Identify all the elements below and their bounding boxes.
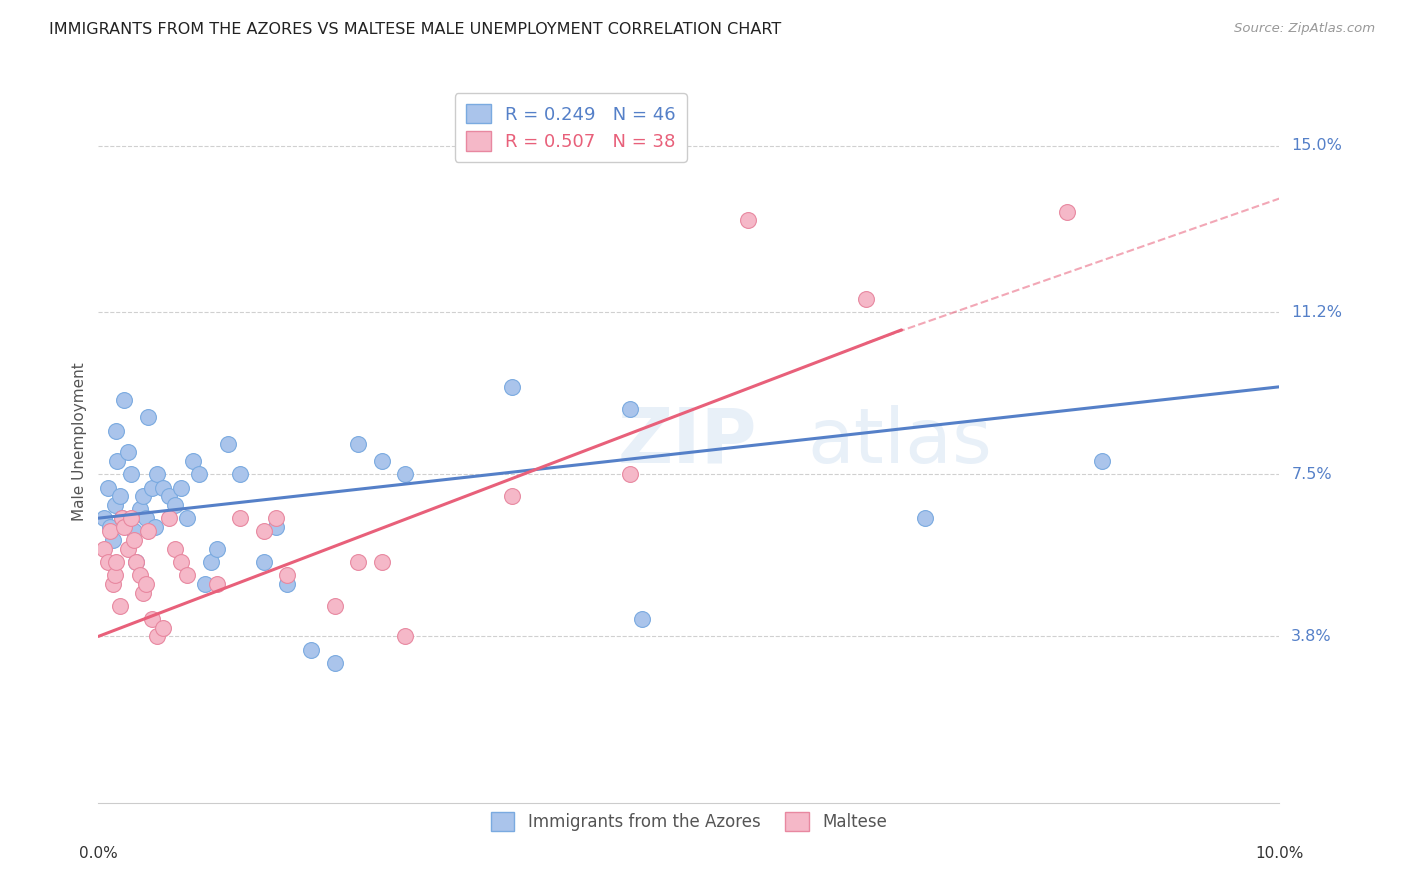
Point — [323, 656, 346, 670]
Text: IMMIGRANTS FROM THE AZORES VS MALTESE MALE UNEMPLOYMENT CORRELATION CHART: IMMIGRANTS FROM THE AZORES VS MALTESE MA… — [49, 22, 782, 37]
Point — [253, 524, 276, 539]
Point — [111, 511, 134, 525]
Point — [97, 481, 120, 495]
Point — [170, 481, 193, 495]
Point — [128, 502, 150, 516]
Point — [125, 555, 148, 569]
Point — [112, 392, 135, 407]
Point — [299, 642, 322, 657]
Point — [1091, 454, 1114, 468]
Point — [152, 621, 174, 635]
Point — [152, 481, 174, 495]
Text: atlas: atlas — [807, 405, 991, 478]
Point — [121, 467, 143, 482]
Point — [501, 380, 523, 394]
Point — [93, 541, 115, 556]
Point — [132, 585, 155, 599]
Point — [371, 555, 394, 569]
Text: 0.0%: 0.0% — [79, 847, 118, 861]
Point — [141, 612, 163, 626]
Y-axis label: Male Unemployment: Male Unemployment — [72, 362, 87, 521]
Point — [108, 599, 131, 613]
Point — [141, 481, 163, 495]
Text: 15.0%: 15.0% — [1291, 138, 1343, 153]
Point — [253, 555, 276, 569]
Point — [146, 467, 169, 482]
Point — [264, 520, 287, 534]
Point — [98, 520, 121, 534]
Point — [394, 629, 416, 643]
Point — [122, 533, 145, 547]
Text: Source: ZipAtlas.com: Source: ZipAtlas.com — [1234, 22, 1375, 36]
Point — [914, 511, 936, 525]
Point — [264, 511, 287, 525]
Point — [157, 511, 180, 525]
Point — [111, 511, 134, 525]
Point — [101, 533, 124, 547]
Point — [501, 489, 523, 503]
Point — [394, 467, 416, 482]
Point — [93, 511, 115, 525]
Text: 7.5%: 7.5% — [1291, 467, 1331, 482]
Point — [276, 568, 298, 582]
Point — [121, 511, 143, 525]
Point — [105, 555, 128, 569]
Point — [125, 555, 148, 569]
Point — [112, 520, 135, 534]
Point — [855, 292, 877, 306]
Point — [187, 467, 209, 482]
Point — [101, 577, 124, 591]
Point — [229, 511, 252, 525]
Point — [181, 454, 204, 468]
Point — [128, 568, 150, 582]
Point — [117, 445, 139, 459]
Point — [135, 511, 157, 525]
Point — [105, 454, 128, 468]
Point — [205, 577, 228, 591]
Point — [165, 498, 187, 512]
Point — [104, 498, 127, 512]
Point — [176, 511, 198, 525]
Point — [200, 555, 222, 569]
Point — [136, 410, 159, 425]
Point — [132, 489, 155, 503]
Point — [1056, 204, 1078, 219]
Point — [176, 568, 198, 582]
Point — [135, 577, 157, 591]
Point — [104, 568, 127, 582]
Point — [205, 541, 228, 556]
Point — [194, 577, 217, 591]
Point — [97, 555, 120, 569]
Legend: Immigrants from the Azores, Maltese: Immigrants from the Azores, Maltese — [484, 805, 894, 838]
Text: 3.8%: 3.8% — [1291, 629, 1331, 644]
Point — [347, 436, 370, 450]
Point — [143, 520, 166, 534]
Text: 10.0%: 10.0% — [1256, 847, 1303, 861]
Text: ZIP: ZIP — [619, 405, 758, 478]
Text: 11.2%: 11.2% — [1291, 305, 1343, 320]
Point — [347, 555, 370, 569]
Point — [619, 467, 641, 482]
Point — [323, 599, 346, 613]
Point — [630, 612, 652, 626]
Point — [276, 577, 298, 591]
Point — [136, 524, 159, 539]
Point — [146, 629, 169, 643]
Point — [165, 541, 187, 556]
Point — [117, 541, 139, 556]
Point — [371, 454, 394, 468]
Point — [108, 489, 131, 503]
Point — [122, 524, 145, 539]
Point — [170, 555, 193, 569]
Point — [105, 424, 128, 438]
Point — [229, 467, 252, 482]
Point — [98, 524, 121, 539]
Point — [619, 401, 641, 416]
Point — [217, 436, 239, 450]
Point — [157, 489, 180, 503]
Point — [737, 213, 759, 227]
